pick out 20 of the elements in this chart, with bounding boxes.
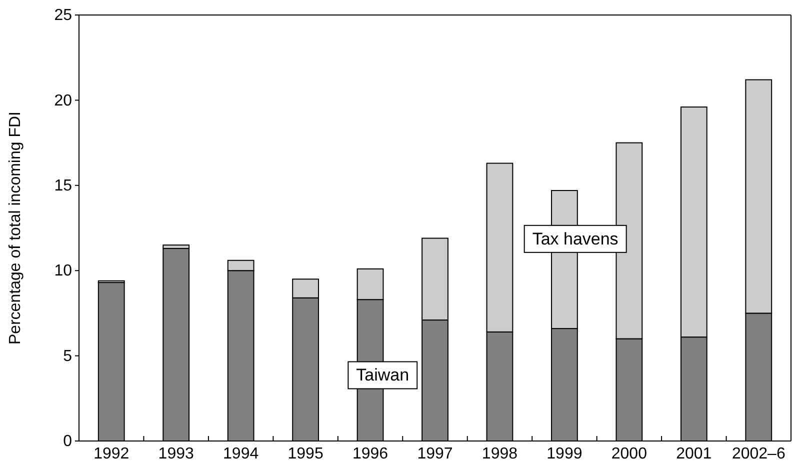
y-tick-label: 5 (63, 348, 72, 365)
x-tick-label: 1992 (94, 445, 130, 462)
x-tick-label: 1998 (482, 445, 518, 462)
y-tick-label: 15 (54, 178, 72, 195)
x-tick-label: 1999 (546, 445, 582, 462)
series-label: Tax havens (532, 229, 618, 248)
y-tick-label: 0 (63, 433, 72, 450)
y-tick-label: 10 (54, 262, 72, 280)
x-tick-label: 1993 (158, 445, 194, 462)
x-tick-label: 1997 (417, 445, 453, 462)
y-axis-title: Percentage of total incoming FDI (7, 111, 24, 345)
y-tick-label: 25 (54, 7, 72, 24)
x-tick-label: 1995 (288, 445, 324, 462)
y-tick-label: 20 (54, 92, 72, 110)
x-tick-label: 2001 (676, 445, 712, 462)
x-tick-label: 1996 (352, 445, 388, 462)
x-tick-label: 2000 (611, 445, 648, 462)
x-tick-label: 2002–6 (732, 445, 786, 462)
x-tick-label: 1994 (223, 445, 259, 462)
series-label: Taiwan (356, 366, 410, 385)
